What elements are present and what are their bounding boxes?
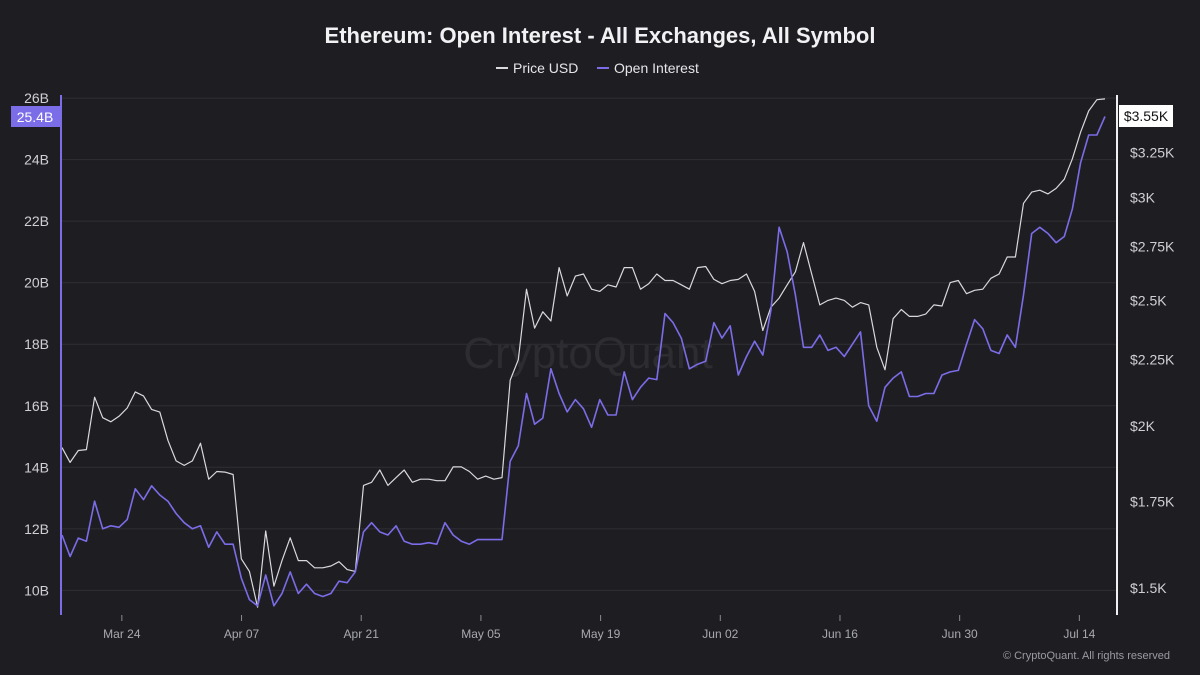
current-oi-badge-box xyxy=(11,106,60,127)
x-tick-label: Jun 02 xyxy=(702,627,738,641)
x-tick-label: Jul 14 xyxy=(1063,627,1095,641)
right-tick-label: $3K xyxy=(1130,190,1156,206)
legend: Price USD Open Interest xyxy=(496,60,699,76)
legend-item-open-interest[interactable]: Open Interest xyxy=(597,60,699,76)
copyright-footer: © CryptoQuant. All rights reserved xyxy=(1003,650,1170,662)
series-line-price xyxy=(61,98,1106,608)
x-tick-label: May 05 xyxy=(461,627,501,641)
right-axis-ticks: $1.5K $1.75K $2K $2.25K $2.5K $2.75K $3K $3.25K xyxy=(1130,145,1175,596)
right-tick-label: $1.5K xyxy=(1130,580,1167,596)
left-tick-label: 18B xyxy=(24,336,49,352)
series-layer xyxy=(61,98,1106,608)
right-tick-label: $2.75K xyxy=(1130,239,1175,255)
legend-label-price: Price USD xyxy=(513,60,578,76)
series-line-open-interest xyxy=(61,116,1106,607)
right-tick-label: $1.75K xyxy=(1130,493,1175,509)
x-tick-label: Mar 24 xyxy=(103,627,141,641)
left-axis-ticks: 10B 12B 14B 16B 18B 20B 22B 24B 26B xyxy=(24,90,49,598)
left-tick-label: 22B xyxy=(24,213,49,229)
current-oi-badge: 25.4B xyxy=(11,106,60,127)
right-tick-label: $2.25K xyxy=(1130,352,1175,368)
x-tick-label: Jun 16 xyxy=(822,627,858,641)
left-tick-label: 16B xyxy=(24,398,49,414)
current-oi-badge-label: 25.4B xyxy=(17,109,54,125)
x-tick-label: Jun 30 xyxy=(942,627,978,641)
right-tick-label: $2.5K xyxy=(1130,292,1167,308)
left-tick-label: 14B xyxy=(24,459,49,475)
left-tick-label: 12B xyxy=(24,521,49,537)
chart-title: Ethereum: Open Interest - All Exchanges,… xyxy=(325,23,876,48)
right-tick-label: $2K xyxy=(1130,418,1156,434)
legend-label-open-interest: Open Interest xyxy=(614,60,699,76)
left-tick-label: 26B xyxy=(24,90,49,106)
left-tick-label: 10B xyxy=(24,582,49,598)
x-tick-label: Apr 21 xyxy=(344,627,380,641)
current-price-badge: $3.55K xyxy=(1119,105,1173,127)
left-tick-label: 24B xyxy=(24,152,49,168)
x-axis-ticks: Mar 24 Apr 07 Apr 21 May 05 May 19 Jun 02 Jun … xyxy=(103,615,1096,641)
watermark: CryptoQuant xyxy=(463,329,712,378)
right-tick-label: $3.25K xyxy=(1130,145,1175,161)
x-tick-label: Apr 07 xyxy=(224,627,260,641)
grid-layer xyxy=(61,97,1117,591)
x-tick-label: May 19 xyxy=(581,627,621,641)
left-tick-label: 20B xyxy=(24,275,49,291)
legend-item-price[interactable]: Price USD xyxy=(496,60,578,76)
current-price-badge-label: $3.55K xyxy=(1124,108,1169,124)
current-price-badge-box xyxy=(1119,105,1173,127)
